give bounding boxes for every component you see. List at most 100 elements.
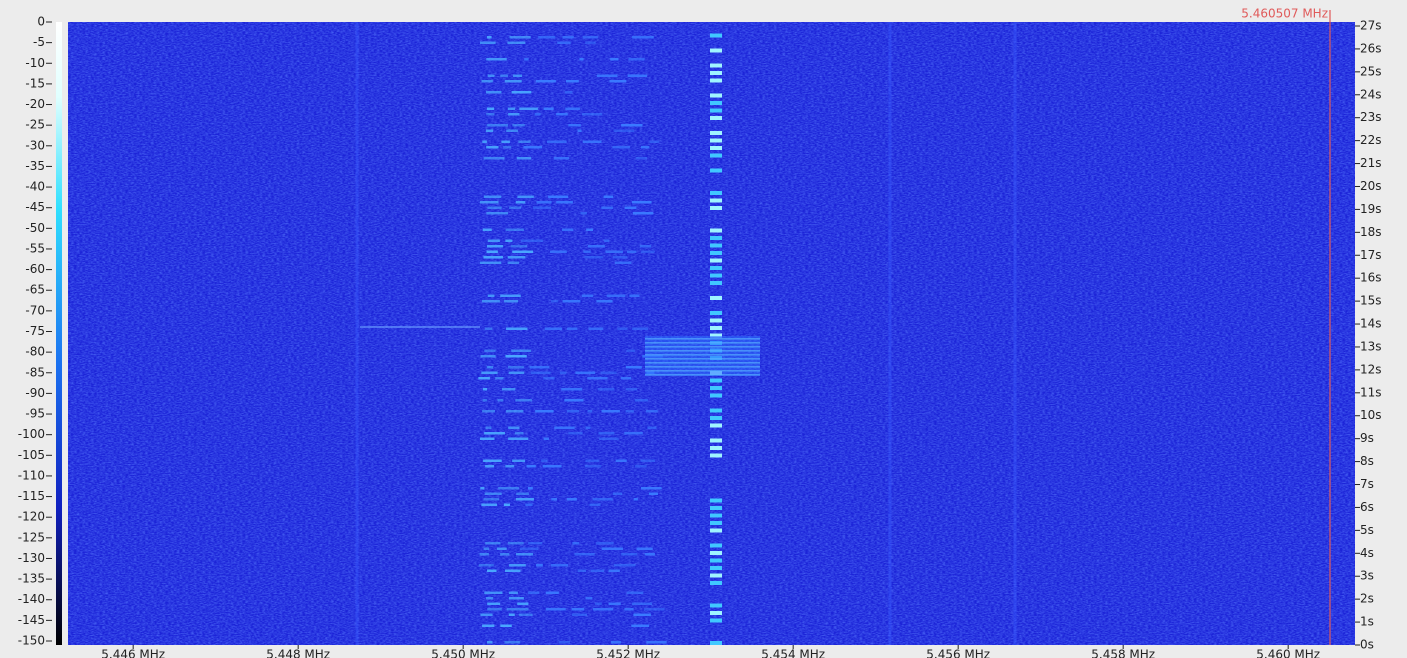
color-scale-label: -105 [18, 448, 45, 462]
color-scale-bar [56, 22, 62, 645]
data-burst [600, 371, 617, 374]
time-tick-label: 22s [1360, 133, 1382, 147]
data-burst [621, 377, 632, 380]
color-scale-label: -20 [25, 97, 45, 111]
data-burst [528, 591, 540, 594]
data-burst [596, 542, 614, 545]
wideband-line [645, 370, 760, 372]
data-burst [624, 432, 643, 435]
carrier-pulse [710, 603, 722, 608]
carrier-pulse [710, 48, 722, 53]
carrier-pulse [710, 386, 722, 390]
data-burst [557, 41, 571, 44]
carrier-pulse [710, 558, 722, 563]
data-burst [581, 294, 594, 297]
carrier-pulse [710, 543, 722, 548]
data-burst [483, 498, 500, 501]
data-burst [487, 608, 502, 611]
freq-tick-label: 5.452 MHz [596, 648, 660, 658]
data-burst [506, 129, 518, 132]
data-burst [484, 591, 503, 594]
data-burst [504, 641, 521, 644]
color-scale-label: -30 [25, 138, 45, 152]
data-burst [484, 327, 493, 330]
data-burst [606, 294, 626, 297]
data-burst [601, 206, 614, 209]
data-burst [523, 146, 543, 149]
data-burst [507, 261, 520, 264]
data-burst [571, 613, 588, 616]
time-tick-label: 20s [1360, 179, 1382, 193]
waterfall-plot [68, 22, 1355, 645]
data-burst [486, 124, 508, 127]
data-burst [545, 608, 566, 611]
data-burst [636, 547, 653, 550]
carrier-pulse [710, 191, 722, 195]
data-burst [508, 613, 515, 616]
data-burst [506, 608, 529, 611]
data-burst [515, 498, 534, 501]
data-burst [610, 58, 619, 61]
color-scale-label: -135 [18, 572, 45, 586]
data-burst [631, 201, 652, 204]
time-tick-label: 11s [1360, 385, 1382, 399]
data-burst [485, 597, 494, 600]
data-burst [592, 608, 614, 611]
color-scale-label: -45 [25, 200, 45, 214]
data-burst [554, 426, 575, 429]
data-burst [487, 569, 497, 572]
color-scale-label: -120 [18, 510, 45, 524]
data-burst [649, 492, 658, 495]
data-burst [535, 410, 554, 413]
time-tick-label: 8s [1360, 454, 1374, 468]
time-tick-label: 6s [1360, 500, 1374, 514]
data-burst [551, 498, 558, 501]
time-tick-label: 15s [1360, 294, 1382, 308]
carrier-pulse [710, 131, 722, 135]
carrier-pulse [710, 326, 722, 330]
carrier-pulse [710, 296, 722, 300]
data-burst [609, 80, 627, 83]
data-burst [482, 228, 492, 231]
color-scale-label: -110 [18, 468, 45, 482]
data-burst [517, 195, 534, 198]
carrier-pulse [710, 453, 722, 458]
data-burst [487, 294, 495, 297]
data-burst [585, 597, 593, 600]
data-burst [515, 553, 534, 556]
wideband-line [645, 338, 760, 340]
color-scale-label: -145 [18, 613, 45, 627]
data-burst [644, 553, 655, 556]
data-burst [550, 250, 567, 253]
data-burst [633, 498, 638, 501]
data-burst [508, 113, 520, 116]
data-burst [496, 547, 507, 550]
carrier-pulse [710, 333, 722, 338]
data-burst [646, 641, 667, 644]
data-burst [529, 366, 550, 369]
data-burst [613, 129, 635, 132]
data-burst [543, 437, 549, 440]
color-scale-label: -80 [25, 345, 45, 359]
data-burst [615, 261, 632, 264]
time-tick-label: 7s [1360, 477, 1374, 491]
data-burst [580, 212, 587, 215]
data-burst [553, 157, 570, 160]
data-burst [562, 36, 574, 39]
data-burst [540, 459, 548, 462]
data-burst [533, 206, 552, 209]
color-scale-label: 0 [37, 15, 45, 29]
data-burst [624, 608, 634, 611]
carrier-pulse [710, 228, 722, 233]
carrier-pulse [710, 311, 722, 315]
freq-tick-label: 5.456 MHz [926, 648, 990, 658]
data-burst [507, 256, 526, 259]
data-burst [612, 146, 630, 149]
data-burst [486, 36, 492, 39]
data-burst [487, 239, 500, 242]
data-burst [574, 553, 595, 556]
data-burst [507, 366, 524, 369]
data-burst [584, 465, 602, 468]
data-burst [646, 410, 658, 413]
